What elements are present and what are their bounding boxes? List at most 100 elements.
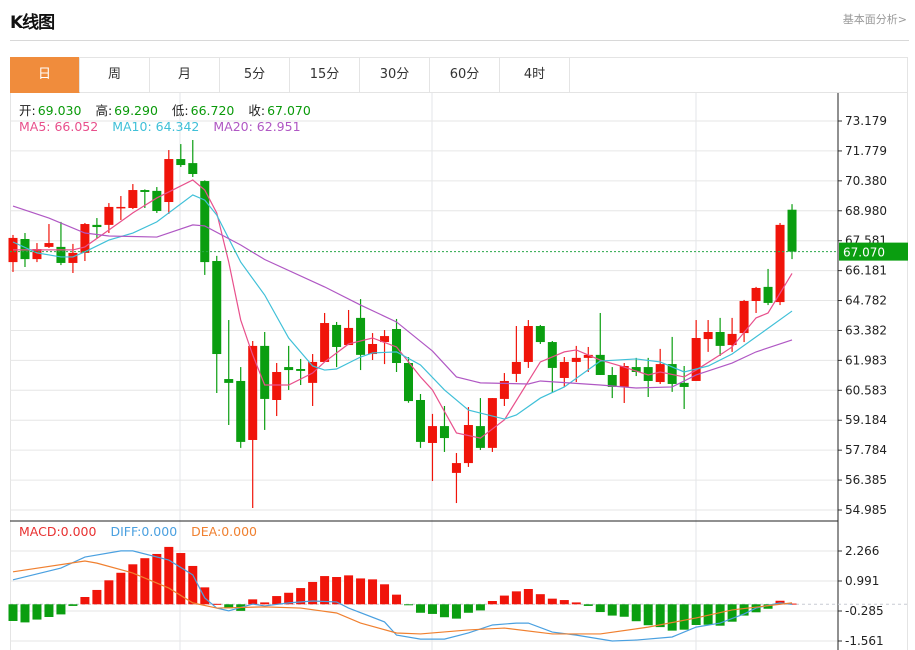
- ma-legend: MA5: 66.052 MA10: 64.342 MA20: 62.951: [19, 119, 303, 134]
- candle-body: [284, 367, 294, 371]
- macd-bar: [727, 604, 737, 622]
- price-tick-label: 70.380: [845, 174, 887, 188]
- macd-bar: [116, 572, 126, 605]
- candle-body: [392, 329, 402, 364]
- tab-day[interactable]: 日: [10, 57, 80, 93]
- candle-body: [523, 326, 533, 362]
- macd-bar: [739, 604, 749, 616]
- candle-body: [116, 206, 126, 209]
- tab-15min[interactable]: 15分: [290, 57, 360, 93]
- tab-week[interactable]: 周: [80, 57, 150, 93]
- tab-60min[interactable]: 60分: [430, 57, 500, 93]
- candle-body: [176, 159, 186, 166]
- macd-bar: [499, 595, 509, 605]
- candle-body: [332, 324, 342, 347]
- candle-body: [20, 238, 30, 260]
- macd-bar: [523, 589, 533, 605]
- ma5-legend: MA5: 66.052: [19, 119, 99, 134]
- candle-body: [272, 371, 282, 400]
- macd-bar: [439, 604, 449, 618]
- candle-body: [128, 190, 138, 208]
- macd-bar: [451, 604, 461, 619]
- macd-bar: [44, 604, 54, 617]
- diff-legend-value: DIFF:0.000: [110, 524, 178, 539]
- macd-bar: [176, 553, 186, 605]
- candle-body: [152, 190, 162, 211]
- macd-bar: [511, 591, 521, 605]
- candle-body: [260, 345, 270, 399]
- macd-bar: [571, 602, 581, 605]
- candle-body: [631, 367, 641, 372]
- macd-bar: [56, 604, 66, 615]
- macd-bar: [152, 553, 162, 605]
- candle-body: [547, 342, 557, 368]
- candle-body: [751, 287, 761, 302]
- candle-body: [104, 206, 114, 225]
- macd-legend: MACD:0.000 DIFF:0.000 DEA:0.000: [19, 524, 259, 539]
- tab-4hour[interactable]: 4时: [500, 57, 570, 93]
- macd-tick-label: 2.266: [845, 544, 879, 558]
- ma10-legend: MA10: 64.342: [112, 119, 200, 134]
- candle-body: [619, 366, 629, 387]
- last-price-label: 67.070: [843, 246, 885, 260]
- macd-bar: [679, 604, 689, 630]
- macd-bar: [487, 600, 497, 605]
- candle-body: [499, 380, 509, 399]
- macd-bar: [320, 576, 330, 605]
- macd-bar: [667, 604, 677, 631]
- price-tick-label: 71.779: [845, 144, 887, 158]
- candle-body: [404, 363, 414, 402]
- macd-bar: [80, 596, 90, 605]
- macd-bar: [224, 604, 234, 609]
- candle-body: [607, 374, 617, 387]
- high-value: 69.290: [114, 103, 158, 118]
- fundamental-analysis-link[interactable]: 基本面分析>: [842, 13, 907, 26]
- candle-body: [787, 209, 797, 252]
- candle-body: [451, 463, 461, 473]
- macd-bar: [535, 594, 545, 605]
- high-label: 高:: [95, 103, 113, 118]
- macd-bar: [212, 603, 222, 605]
- candle-body: [655, 364, 665, 383]
- ma10-line: [12, 194, 793, 420]
- macd-bar: [583, 604, 593, 606]
- candle-body: [679, 382, 689, 387]
- macd-bar: [427, 604, 437, 614]
- chart-frame: [10, 57, 908, 650]
- close-value: 67.070: [267, 103, 311, 118]
- macd-bar: [128, 564, 138, 605]
- candle-body: [571, 357, 581, 362]
- candle-body: [212, 261, 222, 355]
- candle-body: [511, 361, 521, 374]
- macd-tick-label: -1.561: [845, 634, 884, 648]
- tab-month[interactable]: 月: [150, 57, 220, 93]
- macd-bar: [463, 604, 473, 613]
- macd-bar: [308, 581, 318, 605]
- candle-body: [703, 332, 713, 340]
- tab-30min[interactable]: 30分: [360, 57, 430, 93]
- macd-bar: [475, 604, 485, 611]
- macd-bar: [92, 589, 102, 605]
- candle-body: [427, 426, 437, 443]
- candle-body: [68, 252, 78, 263]
- candle-body: [92, 224, 102, 228]
- macd-bar: [260, 602, 270, 605]
- candle-body: [739, 301, 749, 334]
- candle-body: [356, 317, 366, 355]
- macd-bar: [272, 596, 282, 605]
- macd-bar: [392, 594, 402, 605]
- candle-body: [475, 426, 485, 448]
- tabs-underline: [570, 92, 908, 93]
- candle-body: [248, 345, 258, 440]
- price-tick-label: 73.179: [845, 114, 887, 128]
- macd-bar: [284, 592, 294, 605]
- tab-5min[interactable]: 5分: [220, 57, 290, 93]
- candle-body: [535, 326, 545, 343]
- macd-bar: [296, 588, 306, 605]
- dea-line: [12, 560, 793, 635]
- macd-bar: [643, 604, 653, 626]
- candle-body: [775, 224, 785, 303]
- macd-legend-value: MACD:0.000: [19, 524, 97, 539]
- macd-bar: [763, 604, 773, 609]
